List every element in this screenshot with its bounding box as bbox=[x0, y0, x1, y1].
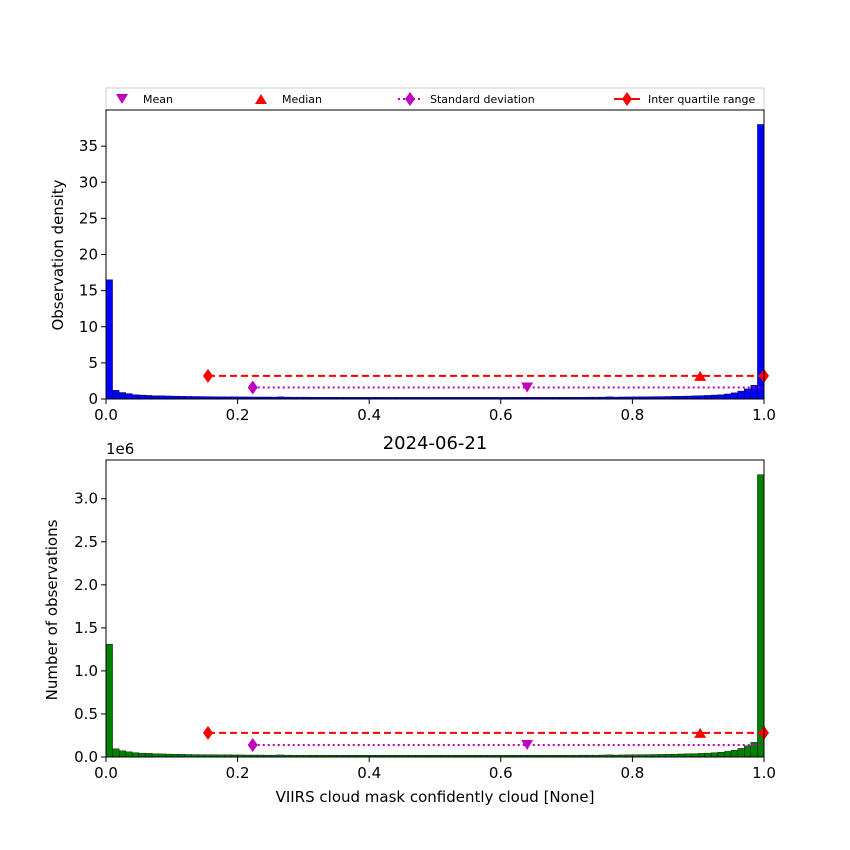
top-histogram-bar bbox=[145, 395, 153, 400]
top-x-tick-label: 0.8 bbox=[620, 406, 644, 424]
bottom-histogram-bar bbox=[698, 753, 705, 758]
top-histogram-bar bbox=[112, 390, 120, 400]
bottom-y-tick-label: 0.5 bbox=[74, 705, 98, 723]
top-histogram-bar bbox=[138, 394, 146, 400]
top-mean-marker bbox=[521, 382, 534, 393]
bottom-histogram-bar bbox=[724, 751, 732, 758]
bottom-y-tick-label: 0.0 bbox=[74, 748, 98, 766]
top-y-axis-label: Observation density bbox=[49, 179, 67, 330]
bottom-x-tick-label: 0.4 bbox=[357, 764, 381, 782]
bottom-y-ticks: 0.0 0.5 1.0 1.5 2.0 2.5 3.0 bbox=[74, 490, 106, 766]
bottom-median-marker bbox=[694, 727, 707, 738]
top-y-tick-label: 15 bbox=[79, 282, 98, 300]
top-x-tick-label: 0.2 bbox=[226, 406, 250, 424]
top-y-tick-label: 25 bbox=[79, 209, 98, 227]
legend-std-marker bbox=[405, 92, 415, 106]
top-x-tick-label: 0.4 bbox=[357, 406, 381, 424]
bottom-chart-title: 2024-06-21 bbox=[383, 433, 488, 454]
bottom-y-tick-label: 2.0 bbox=[74, 576, 98, 594]
top-y-tick-label: 35 bbox=[79, 137, 98, 155]
bottom-y-offset-label: 1e6 bbox=[106, 440, 134, 458]
top-median-marker bbox=[694, 370, 707, 381]
bottom-histogram-bar bbox=[118, 750, 126, 758]
top-summary-statistics bbox=[202, 368, 769, 395]
bottom-histogram-bar bbox=[717, 751, 725, 758]
legend-iqr-label: Inter quartile range bbox=[648, 93, 755, 106]
top-x-tick-label: 1.0 bbox=[752, 406, 776, 424]
top-y-tick-label: 0 bbox=[88, 390, 98, 408]
bottom-histogram-bar bbox=[105, 644, 113, 758]
top-histogram-bar bbox=[730, 392, 738, 400]
top-histogram-bar bbox=[118, 392, 126, 400]
legend-iqr-marker bbox=[622, 92, 632, 106]
bottom-histogram-bar bbox=[711, 752, 719, 758]
top-histogram-bar bbox=[711, 394, 719, 400]
bottom-x-tick-label: 0.2 bbox=[226, 764, 250, 782]
top-histogram-bar bbox=[737, 390, 745, 400]
top-histogram-bar bbox=[105, 279, 113, 400]
top-histogram-bar bbox=[132, 394, 140, 400]
legend-std-label: Standard deviation bbox=[430, 93, 535, 106]
top-y-tick-label: 10 bbox=[79, 318, 98, 336]
legend-median-marker bbox=[255, 94, 267, 104]
top-x-tick-label: 0.0 bbox=[94, 406, 118, 424]
legend-median-label: Median bbox=[282, 93, 322, 106]
top-histogram-bar bbox=[125, 393, 133, 400]
top-histogram-bar bbox=[704, 395, 712, 400]
top-iqr-low-marker bbox=[202, 368, 213, 383]
top-histogram-bar bbox=[744, 388, 752, 400]
bottom-histogram-bar bbox=[691, 753, 699, 758]
bottom-x-tick-label: 0.0 bbox=[94, 764, 118, 782]
bottom-histogram-bar bbox=[132, 752, 140, 758]
top-histogram-bar bbox=[757, 124, 765, 400]
bottom-axes-frame bbox=[105, 459, 765, 758]
bottom-histogram-bar bbox=[145, 753, 153, 758]
top-x-ticks: 0.0 0.2 0.4 0.6 0.8 1.0 bbox=[94, 399, 776, 424]
top-histogram-bar bbox=[698, 395, 705, 400]
bottom-histogram-bar bbox=[125, 751, 133, 758]
bottom-y-axis-label: Number of observations bbox=[43, 519, 61, 700]
bottom-histogram-bar bbox=[730, 750, 738, 758]
bottom-histogram-bar bbox=[744, 745, 752, 758]
bottom-y-tick-label: 1.0 bbox=[74, 662, 98, 680]
bottom-iqr-low-marker bbox=[202, 725, 213, 740]
top-histogram-bar bbox=[717, 394, 725, 400]
bottom-y-tick-label: 1.5 bbox=[74, 619, 98, 637]
bottom-axes: 2024-06-21 1e6 0.0 0.2 0.4 0.6 0.8 1.0 0.0 0.5… bbox=[43, 433, 776, 806]
bottom-histogram-bar bbox=[704, 752, 712, 758]
bottom-std-low-marker bbox=[247, 737, 258, 752]
bottom-x-tick-label: 0.6 bbox=[489, 764, 513, 782]
bottom-histogram-bar bbox=[737, 748, 745, 758]
top-axes-frame bbox=[105, 109, 765, 400]
bottom-histogram-bar bbox=[757, 474, 765, 758]
bottom-histogram-bar bbox=[112, 748, 120, 758]
top-y-tick-label: 30 bbox=[79, 173, 98, 191]
top-y-tick-label: 20 bbox=[79, 246, 98, 264]
top-histogram-bar bbox=[724, 393, 732, 400]
bottom-x-ticks: 0.0 0.2 0.4 0.6 0.8 1.0 bbox=[94, 757, 776, 782]
bottom-x-tick-label: 1.0 bbox=[752, 764, 776, 782]
bottom-histogram-bars bbox=[105, 474, 765, 758]
top-axes: 0.0 0.2 0.4 0.6 0.8 1.0 0 5 10 15 20 25 30 35 Observ… bbox=[49, 109, 776, 424]
legend-mean-label: Mean bbox=[143, 93, 173, 106]
bottom-x-axis-label: VIIRS cloud mask confidently cloud [None… bbox=[276, 788, 595, 806]
top-histogram-bars bbox=[105, 124, 765, 400]
top-std-low-marker bbox=[247, 380, 258, 395]
top-x-tick-label: 0.6 bbox=[489, 406, 513, 424]
legend-mean-marker bbox=[116, 94, 128, 104]
legend: Mean Median Standard deviation Inter qua… bbox=[105, 87, 765, 111]
bottom-histogram-bar bbox=[138, 752, 146, 758]
top-y-ticks: 0 5 10 15 20 25 30 35 bbox=[79, 137, 106, 408]
bottom-mean-marker bbox=[521, 739, 534, 750]
top-y-tick-label: 5 bbox=[88, 354, 98, 372]
bottom-summary-statistics bbox=[202, 725, 769, 752]
bottom-y-tick-label: 3.0 bbox=[74, 490, 98, 508]
bottom-x-tick-label: 0.8 bbox=[620, 764, 644, 782]
bottom-y-tick-label: 2.5 bbox=[74, 533, 98, 551]
